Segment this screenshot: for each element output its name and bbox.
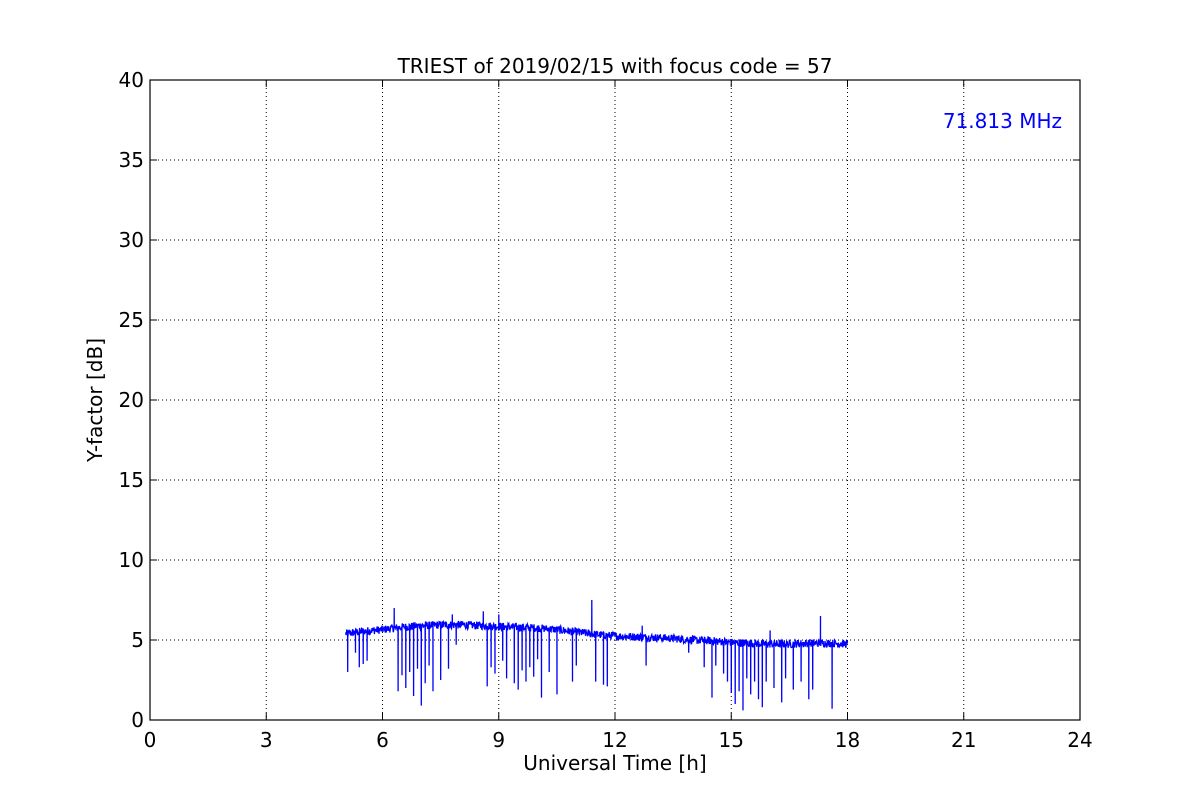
x-tick-label: 9: [492, 728, 505, 752]
x-tick-label: 3: [260, 728, 273, 752]
series-line-0: [345, 599, 849, 711]
y-tick-label: 30: [119, 228, 144, 252]
y-tick-label: 25: [119, 308, 144, 332]
x-tick-label: 21: [951, 728, 976, 752]
y-axis-label: Y-factor [dB]: [83, 338, 107, 463]
y-tick-label: 15: [119, 468, 144, 492]
y-tick-label: 20: [119, 388, 144, 412]
x-tick-label: 24: [1067, 728, 1092, 752]
x-tick-label: 0: [144, 728, 157, 752]
y-tick-label: 0: [131, 708, 144, 732]
y-tick-label: 10: [119, 548, 144, 572]
x-tick-label: 6: [376, 728, 389, 752]
x-tick-label: 18: [835, 728, 860, 752]
x-tick-label: 12: [602, 728, 627, 752]
y-tick-label: 35: [119, 148, 144, 172]
x-axis-label: Universal Time [h]: [523, 751, 706, 775]
tick-layer: 0 3 6 9 12 15 18 21 24 0 5 10 15 20 25 30 35 40: [119, 68, 1093, 752]
chart-title: TRIEST of 2019/02/15 with focus code = 5…: [397, 54, 833, 78]
y-tick-label: 5: [131, 628, 144, 652]
series-layer: [345, 599, 849, 711]
frequency-annotation: 71.813 MHz: [943, 109, 1062, 133]
x-tick-label: 15: [719, 728, 744, 752]
y-tick-label: 40: [119, 68, 144, 92]
grid-layer: [150, 80, 1080, 720]
